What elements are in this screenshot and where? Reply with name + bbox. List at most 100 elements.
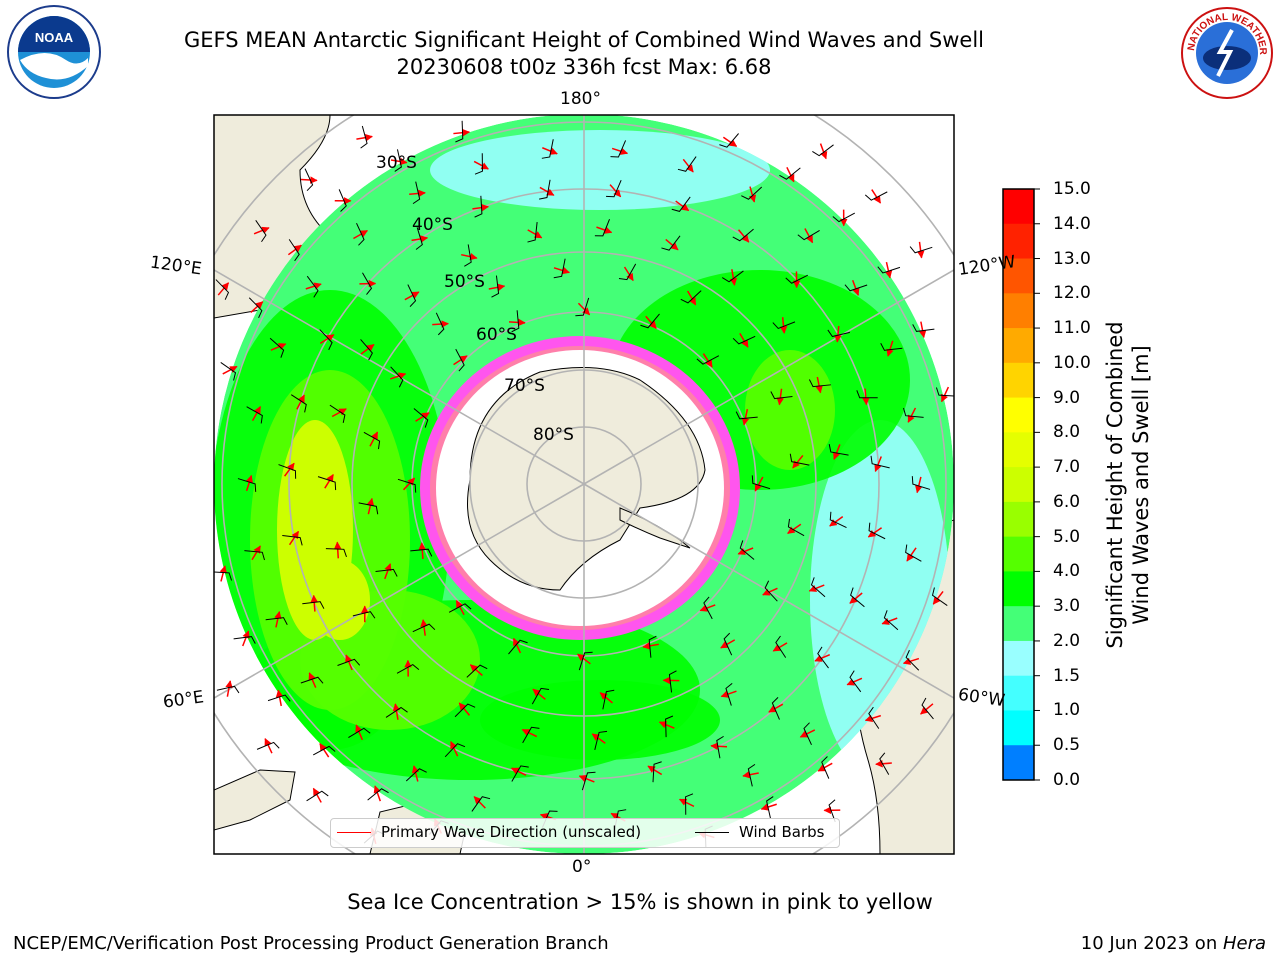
wave-arrow: [450, 741, 459, 757]
wind-barb: [360, 339, 373, 361]
wind-barb: [407, 284, 417, 307]
wind-barb: [246, 406, 263, 424]
wind-barb: [723, 632, 733, 656]
wave-arrow: [846, 677, 863, 686]
wind-barb: [680, 290, 702, 304]
wave-arrow: [884, 261, 893, 279]
wind-barb: [278, 464, 297, 479]
wind-barb: [325, 548, 347, 558]
wind-barb: [531, 687, 550, 705]
colorbar-tick-label: 11.0: [1053, 318, 1091, 339]
lat-label-80: 80°S: [533, 425, 574, 445]
wave-arrow: [642, 642, 659, 650]
wave-arrow: [739, 332, 749, 348]
wave-arrow: [411, 765, 420, 782]
wave-arrow: [920, 703, 934, 715]
wind-barb: [578, 651, 593, 671]
wind-barb: [539, 179, 551, 200]
colorbar-tick-label: 9.0: [1053, 387, 1081, 408]
wind-barb: [850, 587, 865, 608]
wave-arrow: [219, 565, 227, 582]
wave-arrow: [665, 238, 679, 251]
wind-barb: [905, 649, 920, 671]
wind-barb: [909, 246, 933, 254]
wind-barb: [828, 799, 836, 823]
colorbar-segment: [1003, 189, 1034, 225]
wind-barb: [413, 408, 429, 428]
wave-arrow: [760, 803, 777, 811]
wave-arrow: [864, 714, 882, 722]
legend: Primary Wave Direction (unscaled) Wind B…: [330, 818, 840, 848]
wave-arrow: [786, 166, 795, 183]
wave-arrow: [319, 743, 330, 758]
wave-arrow: [722, 136, 738, 147]
wind-barb: [721, 270, 744, 283]
colorbar-segment: [1003, 675, 1034, 711]
wave-arrow: [720, 690, 737, 698]
wind-barb: [828, 444, 849, 456]
wave-arrow: [251, 405, 262, 421]
wave-arrow: [817, 762, 833, 772]
wind-barb: [356, 222, 365, 246]
wind-barb: [732, 335, 756, 345]
wave-arrow: [512, 637, 522, 654]
wave-arrow: [875, 759, 892, 768]
wave-arrow: [742, 771, 759, 779]
wind-barb: [812, 144, 834, 157]
lat-label-60: 60°S: [476, 325, 517, 345]
wind-barb: [348, 727, 371, 738]
wave-arrow: [251, 545, 261, 561]
wave-arrow: [366, 497, 375, 515]
wave-arrow: [553, 266, 571, 275]
wind-barb: [255, 220, 267, 243]
colorbar-segment: [1003, 536, 1034, 572]
wind-barb: [594, 218, 610, 237]
wave-arrow: [647, 765, 663, 776]
sea-ice-note: Sea Ice Concentration > 15% is shown in …: [347, 890, 933, 914]
wave-arrow: [415, 412, 430, 422]
wind-barb: [553, 258, 566, 279]
wind-barb: [581, 771, 596, 791]
wind-barb: [319, 329, 333, 351]
wind-barb: [905, 544, 922, 562]
wave-arrow: [409, 189, 426, 198]
wave-arrow: [458, 702, 471, 716]
lat-label-70: 70°S: [504, 376, 545, 396]
wave-arrow: [772, 642, 788, 652]
wind-barb: [766, 796, 774, 819]
wind-barb: [471, 796, 491, 812]
wave-arrow: [710, 742, 728, 750]
wind-barb: [367, 788, 389, 801]
wind-barb: [215, 279, 230, 300]
wind-barb: [652, 761, 662, 783]
wind-barb: [810, 577, 826, 598]
wind-barb: [668, 670, 677, 693]
wave-arrow: [390, 157, 408, 166]
wind-barb: [921, 697, 934, 720]
wind-barb: [764, 580, 778, 602]
wind-barb: [640, 313, 660, 329]
wind-barb: [785, 274, 808, 284]
wave-arrow: [521, 728, 538, 738]
wind-barb: [879, 752, 890, 775]
wave-arrow: [577, 302, 591, 316]
wind-barb: [770, 391, 793, 400]
footer-credit: NCEP/EMC/Verification Post Processing Pr…: [13, 933, 609, 954]
wave-arrow: [754, 476, 764, 492]
colorbar-segment: [1003, 397, 1034, 433]
wave-arrow: [804, 228, 814, 244]
colorbar-tick-label: 2.0: [1053, 630, 1081, 651]
wave-arrow: [308, 672, 317, 688]
wave-arrow: [814, 654, 831, 662]
colorbar: [1003, 188, 1040, 781]
wind-barb: [868, 522, 886, 540]
wind-barb: [448, 603, 472, 613]
wave-arrow: [300, 176, 318, 184]
wind-barb: [233, 636, 256, 644]
wave-arrow: [833, 444, 841, 461]
wind-barb: [797, 230, 820, 241]
legend-barbs-label: Wind Barbs: [739, 823, 825, 841]
wind-barb: [880, 343, 903, 351]
wind-barb: [306, 790, 329, 802]
